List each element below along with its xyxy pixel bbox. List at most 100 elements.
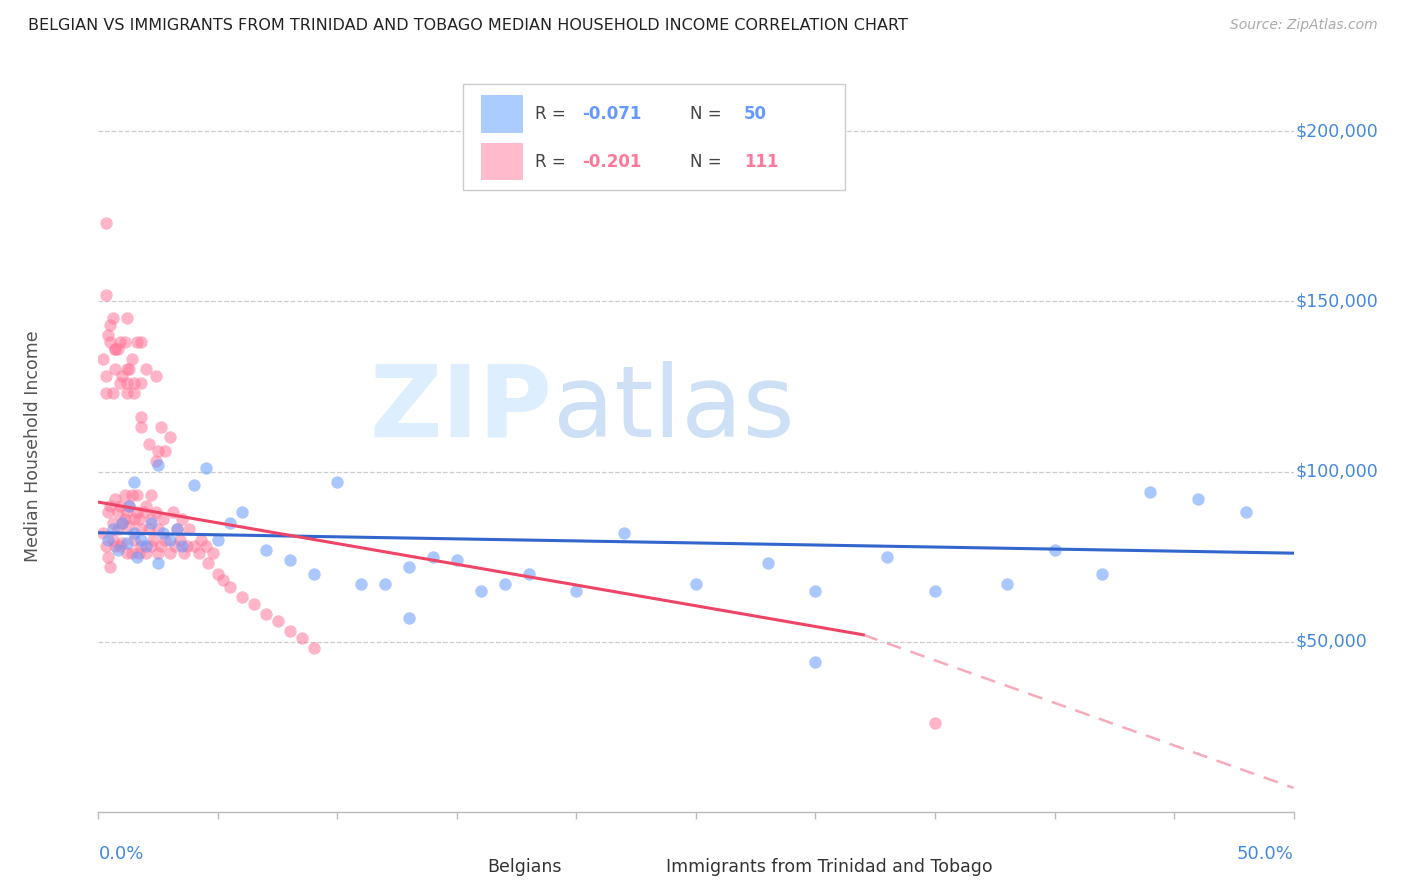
Point <box>183 478 205 492</box>
Point <box>115 505 138 519</box>
Point <box>104 342 127 356</box>
Point <box>139 488 162 502</box>
Point <box>125 549 148 564</box>
Point <box>115 362 138 376</box>
Text: $100,000: $100,000 <box>1296 463 1379 481</box>
Point <box>162 505 184 519</box>
Point <box>107 522 129 536</box>
Text: N =: N = <box>690 105 727 123</box>
Point <box>131 540 153 554</box>
Point <box>98 559 122 574</box>
Point <box>101 311 124 326</box>
Point <box>114 512 136 526</box>
Point <box>685 576 707 591</box>
Point <box>148 522 170 536</box>
Point <box>172 512 194 526</box>
Point <box>107 505 129 519</box>
FancyBboxPatch shape <box>612 855 661 880</box>
Point <box>131 410 153 425</box>
Point <box>138 522 160 536</box>
Point <box>115 546 138 560</box>
Point <box>115 386 138 401</box>
Point <box>101 533 124 547</box>
Point <box>135 540 157 554</box>
Point <box>267 614 290 628</box>
Point <box>924 716 946 731</box>
Text: 111: 111 <box>744 153 779 170</box>
Point <box>128 546 150 560</box>
Point <box>197 557 219 571</box>
Point <box>124 525 146 540</box>
Point <box>101 516 124 530</box>
Point <box>97 549 120 564</box>
Point <box>1234 505 1257 519</box>
Point <box>152 525 174 540</box>
Point <box>115 311 138 326</box>
Point <box>135 362 157 376</box>
Text: $50,000: $50,000 <box>1296 632 1368 650</box>
Point <box>231 591 253 605</box>
Point <box>118 499 141 513</box>
Text: R =: R = <box>534 105 571 123</box>
Point <box>155 533 177 547</box>
Point <box>194 540 217 554</box>
Point <box>139 516 162 530</box>
Point <box>149 540 172 554</box>
Text: BELGIAN VS IMMIGRANTS FROM TRINIDAD AND TOBAGO MEDIAN HOUSEHOLD INCOME CORRELATI: BELGIAN VS IMMIGRANTS FROM TRINIDAD AND … <box>28 18 908 33</box>
Point <box>118 362 141 376</box>
Point <box>97 533 120 547</box>
FancyBboxPatch shape <box>463 84 845 190</box>
Point <box>111 516 134 530</box>
Point <box>135 499 157 513</box>
Point <box>207 566 229 581</box>
Point <box>159 546 181 560</box>
Text: Source: ZipAtlas.com: Source: ZipAtlas.com <box>1230 18 1378 32</box>
Point <box>326 475 349 489</box>
Point <box>124 533 146 547</box>
Point <box>139 512 162 526</box>
Point <box>148 444 170 458</box>
Point <box>1187 491 1209 506</box>
Point <box>124 512 146 526</box>
Point <box>135 546 157 560</box>
Point <box>194 461 217 475</box>
Point <box>149 420 172 434</box>
Point <box>94 369 117 384</box>
Point <box>131 533 153 547</box>
Point <box>494 576 516 591</box>
Point <box>924 583 946 598</box>
Text: 0.0%: 0.0% <box>98 845 143 863</box>
Point <box>278 553 301 567</box>
Point <box>219 580 242 594</box>
Point <box>176 540 198 554</box>
Point <box>172 540 194 554</box>
Point <box>995 576 1018 591</box>
Text: $200,000: $200,000 <box>1296 122 1379 140</box>
Point <box>422 549 444 564</box>
Point <box>111 536 134 550</box>
Point <box>115 536 138 550</box>
Point <box>302 566 325 581</box>
Text: Belgians: Belgians <box>486 857 561 876</box>
Point <box>398 611 420 625</box>
Text: R =: R = <box>534 153 571 170</box>
Point <box>243 597 266 611</box>
Point <box>121 352 143 367</box>
Point <box>470 583 492 598</box>
Point <box>124 376 146 390</box>
Point <box>118 499 141 513</box>
Point <box>207 533 229 547</box>
Point <box>139 540 162 554</box>
Point <box>155 444 177 458</box>
Point <box>108 540 131 554</box>
Point <box>876 549 898 564</box>
Point <box>121 488 143 502</box>
Point <box>118 519 141 533</box>
Point <box>108 335 131 350</box>
Point <box>91 352 114 367</box>
Point <box>166 522 188 536</box>
Point <box>104 540 127 554</box>
Point <box>98 335 122 350</box>
Point <box>124 475 146 489</box>
Point <box>145 505 167 519</box>
